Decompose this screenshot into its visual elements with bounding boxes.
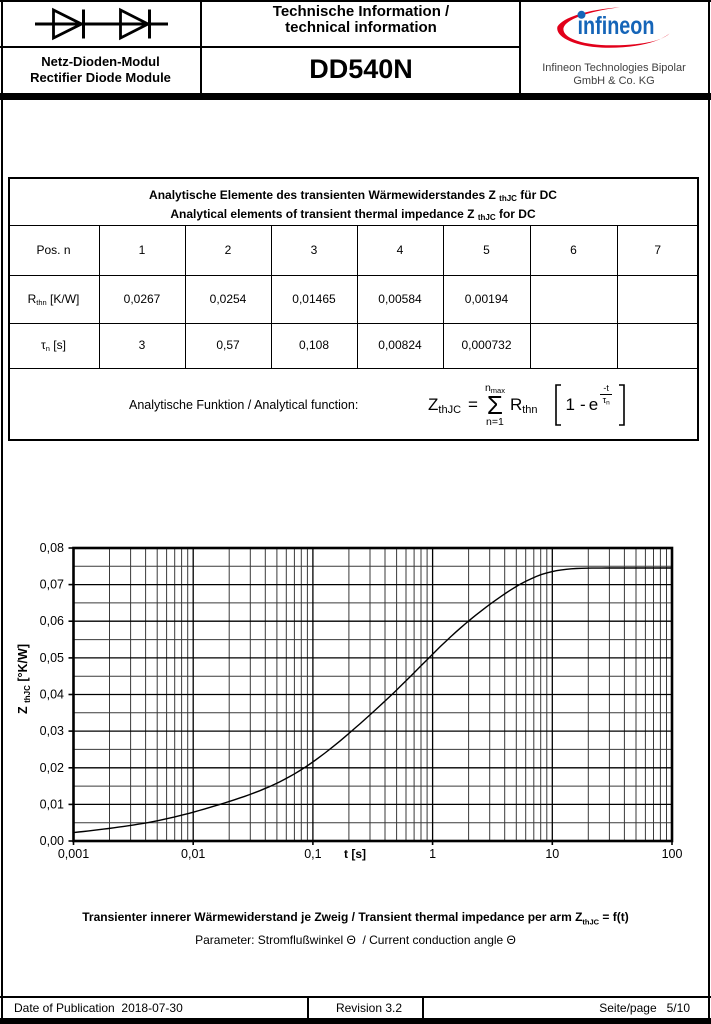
svg-text:GmbH & Co. KG: GmbH & Co. KG — [573, 75, 654, 87]
svg-text:0,00: 0,00 — [40, 834, 64, 848]
svg-text:Z thJC [°K/W]: Z thJC [°K/W] — [16, 644, 32, 714]
svg-text:10: 10 — [545, 847, 559, 861]
svg-text:0,001: 0,001 — [58, 847, 89, 861]
svg-text:100: 100 — [662, 847, 683, 861]
svg-text:ınfineon: ınfineon — [578, 12, 655, 40]
svg-text:0,03: 0,03 — [40, 724, 64, 738]
svg-text:t [s]: t [s] — [344, 847, 366, 861]
svg-text:0,1: 0,1 — [304, 847, 321, 861]
svg-text:0,04: 0,04 — [40, 688, 64, 702]
svg-text:0,01: 0,01 — [40, 797, 64, 811]
svg-text:0,02: 0,02 — [40, 761, 64, 775]
svg-text:0,07: 0,07 — [40, 578, 64, 592]
svg-text:Infineon Technologies Bipolar: Infineon Technologies Bipolar — [542, 62, 686, 74]
svg-text:1: 1 — [429, 847, 436, 861]
svg-text:0,06: 0,06 — [40, 614, 64, 628]
svg-text:0,08: 0,08 — [40, 541, 64, 555]
svg-text:0,01: 0,01 — [181, 847, 205, 861]
svg-text:0,05: 0,05 — [40, 651, 64, 665]
